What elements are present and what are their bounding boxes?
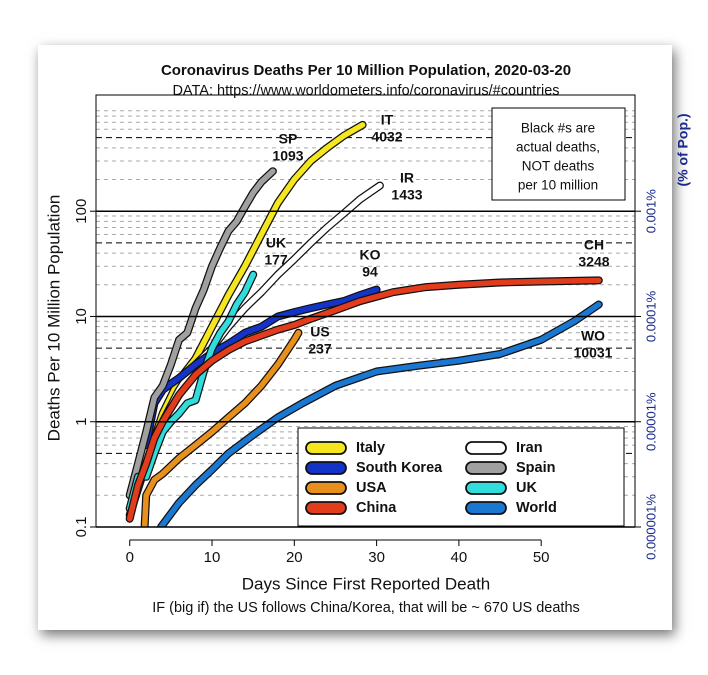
series-code: KO — [360, 247, 381, 263]
series-code: US — [310, 324, 329, 340]
note-text: Black #s are — [521, 121, 595, 136]
series-deaths: 10031 — [574, 345, 613, 361]
series-line — [143, 182, 383, 467]
x-tick-label: 30 — [368, 549, 385, 566]
y-tick-label: 10 — [73, 308, 90, 325]
series-line — [126, 271, 256, 512]
series-deaths: 1093 — [272, 148, 303, 164]
legend-swatch — [305, 481, 347, 495]
x-tick-label: 40 — [451, 549, 468, 566]
series-line — [141, 330, 302, 527]
series-line — [126, 277, 602, 522]
plot-area — [96, 110, 635, 527]
caption: IF (big if) the US follows China/Korea, … — [152, 600, 580, 616]
legend-swatch — [305, 461, 347, 475]
legend-box — [297, 427, 625, 527]
legend-label: UK — [516, 480, 537, 496]
x-tick-label: 50 — [533, 549, 550, 566]
legend-label: Italy — [356, 440, 385, 456]
y2-axis-label: (% of Pop.) — [675, 113, 691, 186]
legend-label: South Korea — [356, 460, 443, 476]
series-code: WO — [581, 328, 605, 344]
y2-tick-label: 0.000001% — [643, 494, 658, 560]
legend-swatch — [465, 501, 507, 515]
x-tick-label: 0 — [126, 549, 134, 566]
series-code: IT — [381, 112, 394, 128]
y-tick-label: 0.1 — [73, 517, 90, 538]
legend-label: Spain — [516, 460, 555, 476]
x-tick-label: 10 — [204, 549, 221, 566]
series-code: IR — [400, 170, 414, 186]
series-line — [143, 286, 380, 448]
legend-label: World — [516, 500, 557, 516]
chart-title: Coronavirus Deaths Per 10 Million Popula… — [161, 62, 571, 79]
y2-tick-label: 0.001% — [643, 189, 658, 234]
note-box — [491, 107, 626, 201]
note-text: per 10 million — [518, 178, 598, 193]
series-code: CH — [584, 237, 604, 253]
y-axis-label: Deaths Per 10 Million Population — [44, 195, 63, 442]
note-text: actual deaths, — [516, 140, 600, 155]
legend-label: China — [356, 500, 397, 516]
y-tick-label: 100 — [73, 199, 90, 224]
y-tick-label: 1 — [73, 418, 90, 426]
y2-tick-label: 0.0001% — [643, 290, 658, 342]
series-deaths: 177 — [264, 252, 288, 268]
x-tick-label: 20 — [286, 549, 303, 566]
chart-subtitle: DATA: https://www.worldometers.info/coro… — [172, 83, 559, 99]
y2-tick-label: 0.00001% — [643, 392, 658, 451]
series-deaths: 1433 — [391, 187, 422, 203]
series-deaths: 3248 — [578, 254, 609, 270]
x-axis-label: Days Since First Reported Death — [242, 574, 491, 593]
legend-label: USA — [356, 480, 387, 496]
series-deaths: 237 — [308, 341, 332, 357]
legend-swatch — [305, 501, 347, 515]
series-deaths: 4032 — [371, 129, 402, 145]
legend-swatch — [465, 481, 507, 495]
legend-swatch — [465, 461, 507, 475]
legend-swatch — [465, 441, 507, 455]
series-code: UK — [266, 235, 286, 251]
series-deaths: 94 — [362, 264, 378, 280]
series-line — [126, 122, 366, 518]
note-text: NOT deaths — [522, 159, 595, 174]
legend-swatch — [305, 441, 347, 455]
series-line — [126, 168, 276, 499]
series-line — [158, 301, 602, 527]
series-code: SP — [279, 131, 298, 147]
legend-label: Iran — [516, 440, 543, 456]
